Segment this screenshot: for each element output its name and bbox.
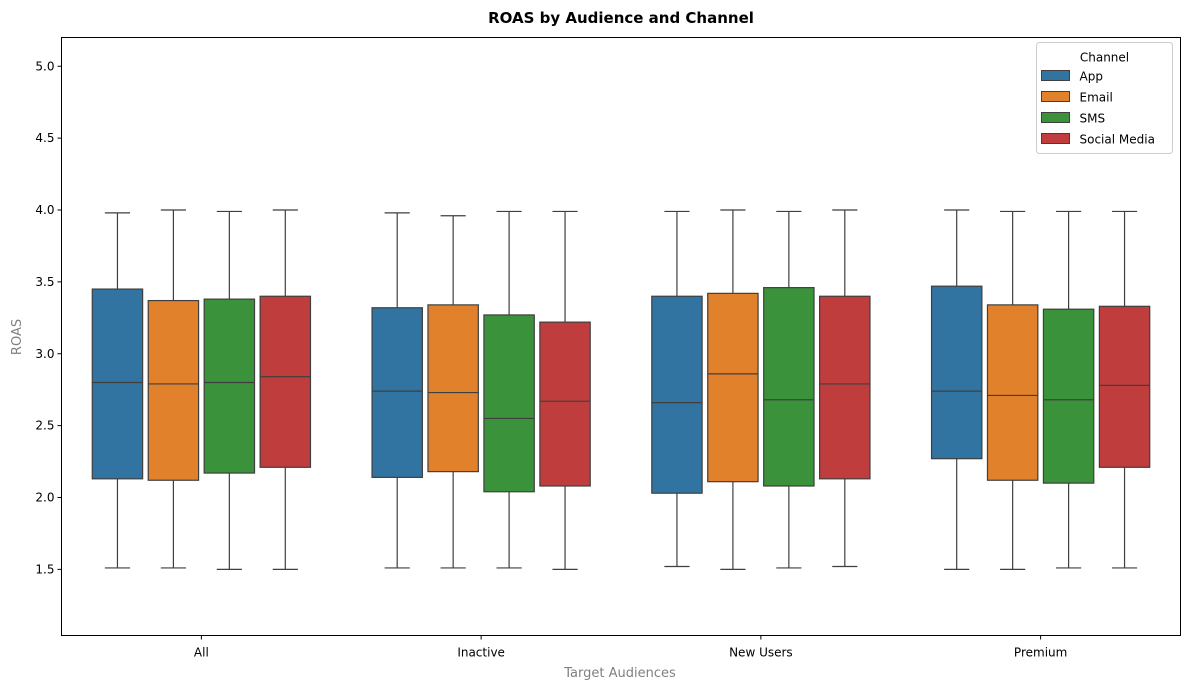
- box-sms-new-users: [763, 210, 815, 569]
- box-body: [483, 314, 535, 493]
- box-body: [986, 304, 1039, 481]
- box-social-media-all: [259, 209, 312, 570]
- legend-label: SMS: [1080, 112, 1106, 126]
- y-tick-label: 1.5: [35, 562, 54, 576]
- box-body: [427, 304, 479, 473]
- x-tick-label: Inactive: [457, 646, 505, 660]
- box-body: [763, 287, 815, 487]
- y-tick-label: 3.0: [35, 347, 54, 361]
- box-email-new-users: [707, 209, 759, 570]
- box-email-premium: [986, 210, 1039, 570]
- plot-frame: [61, 37, 1181, 636]
- box-sms-all: [203, 210, 256, 570]
- box-body: [371, 307, 423, 478]
- legend-swatch: [1041, 133, 1070, 144]
- x-tick-label: Premium: [1014, 646, 1067, 660]
- y-tick-label: 4.5: [35, 131, 54, 145]
- legend-swatch: [1041, 112, 1070, 123]
- box-body: [539, 321, 591, 487]
- legend-label: Email: [1080, 91, 1113, 105]
- legend-title: Channel: [1080, 51, 1129, 65]
- box-body: [91, 288, 144, 480]
- box-email-all: [147, 209, 200, 569]
- box-sms-inactive: [483, 210, 535, 569]
- box-body: [930, 285, 983, 460]
- y-tick-label: 2.0: [35, 491, 54, 505]
- box-body: [147, 299, 200, 481]
- box-body: [203, 298, 256, 474]
- box-sms-premium: [1042, 210, 1095, 569]
- y-tick-label: 4.0: [35, 203, 54, 217]
- box-app-all: [91, 212, 144, 569]
- box-body: [1042, 308, 1095, 484]
- legend-label: Social Media: [1080, 133, 1155, 147]
- legend: Channel App Email SMS Social Media: [1036, 42, 1173, 154]
- legend-frame: [1036, 42, 1173, 154]
- box-body: [819, 295, 871, 480]
- plot-area: 1.5 2.0 2.5 3.0 3.5 4.0 4.5 5.0 All Inactive New U…: [35, 59, 1151, 660]
- box-social-media-premium: [1098, 210, 1151, 569]
- y-tick-label: 5.0: [35, 59, 54, 73]
- legend-swatch: [1041, 91, 1070, 102]
- box-email-inactive: [427, 215, 479, 569]
- y-axis-label: ROAS: [10, 319, 25, 355]
- legend-swatch: [1041, 70, 1070, 81]
- box-social-media-new-users: [819, 209, 871, 568]
- y-tick-label: 2.5: [35, 419, 54, 433]
- box-body: [707, 292, 759, 483]
- legend-label: App: [1080, 70, 1103, 84]
- box-app-inactive: [371, 212, 423, 569]
- box-body: [259, 295, 312, 468]
- x-axis-label: Target Audiences: [563, 666, 676, 681]
- box-body: [1098, 305, 1151, 468]
- box-app-new-users: [651, 210, 703, 568]
- x-tick-label: New Users: [729, 646, 793, 660]
- box-body: [651, 295, 703, 494]
- x-tick-label: All: [194, 646, 209, 660]
- chart-title: ROAS by Audience and Channel: [488, 9, 754, 27]
- box-social-media-inactive: [539, 210, 591, 570]
- box-app-premium: [930, 209, 983, 570]
- y-tick-label: 3.5: [35, 275, 54, 289]
